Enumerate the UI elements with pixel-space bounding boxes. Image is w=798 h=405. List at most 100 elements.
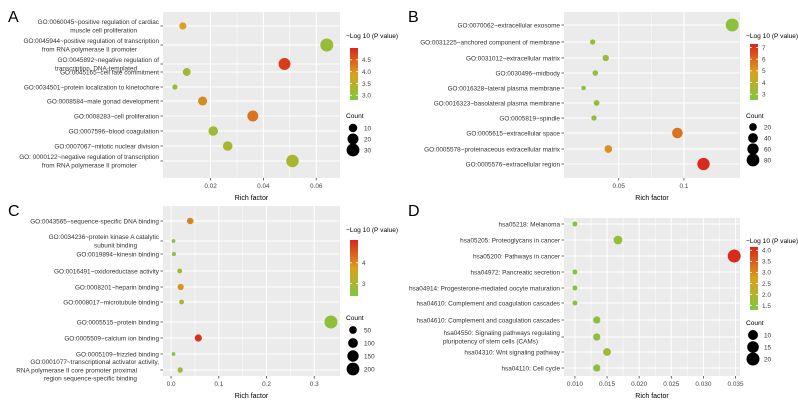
size-legend-dot <box>748 330 758 340</box>
x-tick-label: 0.010 <box>567 381 583 388</box>
x-tick-label: 0.05 <box>613 183 626 190</box>
x-axis-label: Rich factor <box>635 393 669 400</box>
x-tick-label: 0.025 <box>663 381 679 388</box>
x-tick-label: 0.1 <box>679 183 688 190</box>
data-point <box>697 157 710 171</box>
size-legend-dot <box>349 326 357 334</box>
category-label: transcription, DNA-templated <box>55 66 137 73</box>
category-label: muscle cell proliferation <box>70 28 137 35</box>
data-point <box>593 100 600 106</box>
size-legend-label: 200 <box>364 366 375 373</box>
category-label: GO:0005578~proteinaceous extracellular m… <box>424 146 561 153</box>
data-point <box>572 300 578 306</box>
x-tick-label: 0.015 <box>599 381 615 388</box>
category-label: RNA polymerase II core promoter proximal <box>16 367 137 374</box>
size-legend-label: 150 <box>364 353 375 360</box>
category-label: hsa04610: Complement and coagulation cas… <box>416 317 560 324</box>
category-label: GO:0045944~positive regulation of transc… <box>23 38 159 45</box>
colorbar-tick-label: 5 <box>762 68 766 75</box>
colorbar-tick-label: 7 <box>762 45 766 52</box>
data-point <box>198 96 208 106</box>
category-label: GO:0030496~midbody <box>496 70 561 77</box>
size-legend-dot <box>748 133 758 143</box>
category-label: GO:0031225~anchored component of membran… <box>420 39 560 46</box>
plot-background <box>564 218 740 376</box>
data-point <box>186 217 194 225</box>
size-legend-label: 10 <box>364 125 372 132</box>
panel-letter: A <box>8 9 19 26</box>
x-axis-label: Rich factor <box>235 393 269 400</box>
colorbar-tick-label: 2.0 <box>762 292 771 299</box>
data-point <box>194 334 202 342</box>
panel-c: C GO:0043565~sequence-specific DNA bindin… <box>8 203 398 400</box>
data-point <box>589 39 596 45</box>
x-axis-label: Rich factor <box>635 195 669 202</box>
plot-background <box>163 206 340 376</box>
category-label: GO:0005515~protein binding <box>77 319 160 326</box>
category-label: hsa04310: Wnt signaling pathway <box>464 349 560 356</box>
data-point <box>222 141 233 151</box>
category-label: GO:0005819~spindle <box>499 115 560 122</box>
category-label: hsa05200: Pathways in cancer <box>473 253 561 260</box>
data-point <box>286 154 299 168</box>
category-label: GO:0034236~protein kinase A catalytic <box>49 234 160 241</box>
size-legend-label: 100 <box>364 340 375 347</box>
x-tick-label: 0.0 <box>167 381 176 388</box>
data-point <box>593 316 601 324</box>
size-legend-dot <box>347 350 359 362</box>
category-label: GO:0045892~negative regulation of <box>58 57 160 64</box>
category-label: hsa04610: Complement and coagulation cas… <box>416 300 560 307</box>
size-legend-label: 20 <box>364 136 372 143</box>
colorbar <box>350 48 358 100</box>
x-axis-label: Rich factor <box>235 195 269 202</box>
data-point <box>171 251 176 257</box>
category-label: GO:0007596~blood coagulation <box>69 128 160 135</box>
category-label: GO:0060045~positive regulation of cardia… <box>38 19 160 26</box>
data-point <box>672 127 683 139</box>
size-legend-dot <box>346 143 360 157</box>
data-point <box>324 315 338 329</box>
data-point <box>278 58 291 70</box>
category-label: GO:0007067~mitotic nuclear division <box>54 143 159 150</box>
category-label: GO:0016328~lateral plasma membrane <box>448 85 561 92</box>
data-point <box>171 352 176 356</box>
category-label: GO:0045165~cell fate commitment <box>60 69 159 76</box>
category-label: GO:0008283~cell proliferation <box>74 113 160 120</box>
colorbar-tick-label: 3.5 <box>762 259 771 266</box>
colorbar-tick-label: 6 <box>762 56 766 63</box>
size-legend-dot <box>747 341 759 353</box>
size-legend-title: Count <box>746 320 764 327</box>
data-point <box>179 22 187 30</box>
category-label: GO:0005109~frizzled binding <box>76 351 159 358</box>
data-point <box>592 70 599 76</box>
data-point <box>177 283 184 291</box>
colorbar-tick-label: 3.0 <box>362 93 371 100</box>
data-point <box>172 84 178 90</box>
category-label: GO:0070062~extracellular exosome <box>458 22 561 29</box>
category-label: GO:0031012~extracellular matrix <box>466 55 561 62</box>
size-legend-label: 60 <box>764 146 772 153</box>
data-point <box>613 235 623 245</box>
size-legend-dot <box>346 362 360 376</box>
color-legend-title: −Log 10 (P value) <box>346 227 398 234</box>
colorbar-tick-label: 3.5 <box>362 81 371 88</box>
color-legend-title: −Log 10 (P value) <box>346 33 398 40</box>
colorbar-tick-label: 2.5 <box>762 281 771 288</box>
data-point <box>727 249 741 263</box>
category-label: GO: 0000122~negative regulation of trans… <box>19 154 159 161</box>
data-point <box>593 364 601 372</box>
size-legend-label: 80 <box>764 157 772 164</box>
size-legend-label: 10 <box>764 332 772 339</box>
colorbar <box>350 240 358 296</box>
category-label: hsa04110: Cell cycle <box>502 365 561 372</box>
data-point <box>179 299 185 305</box>
data-point <box>320 38 334 52</box>
category-label: GO:0005509~calcium ion binding <box>64 335 159 342</box>
category-label: GO:0001077~transcriptional activator act… <box>30 359 159 366</box>
category-label: hsa04972: Pancreatic secretion <box>470 269 560 276</box>
category-label: hsa05205: Proteoglycans in cancer <box>460 237 561 244</box>
data-point <box>171 239 176 243</box>
x-tick-label: 0.020 <box>631 381 647 388</box>
category-label: from RNA polymerase II promoter <box>42 163 138 170</box>
category-label: GO:0019894~kinesin binding <box>76 251 159 258</box>
